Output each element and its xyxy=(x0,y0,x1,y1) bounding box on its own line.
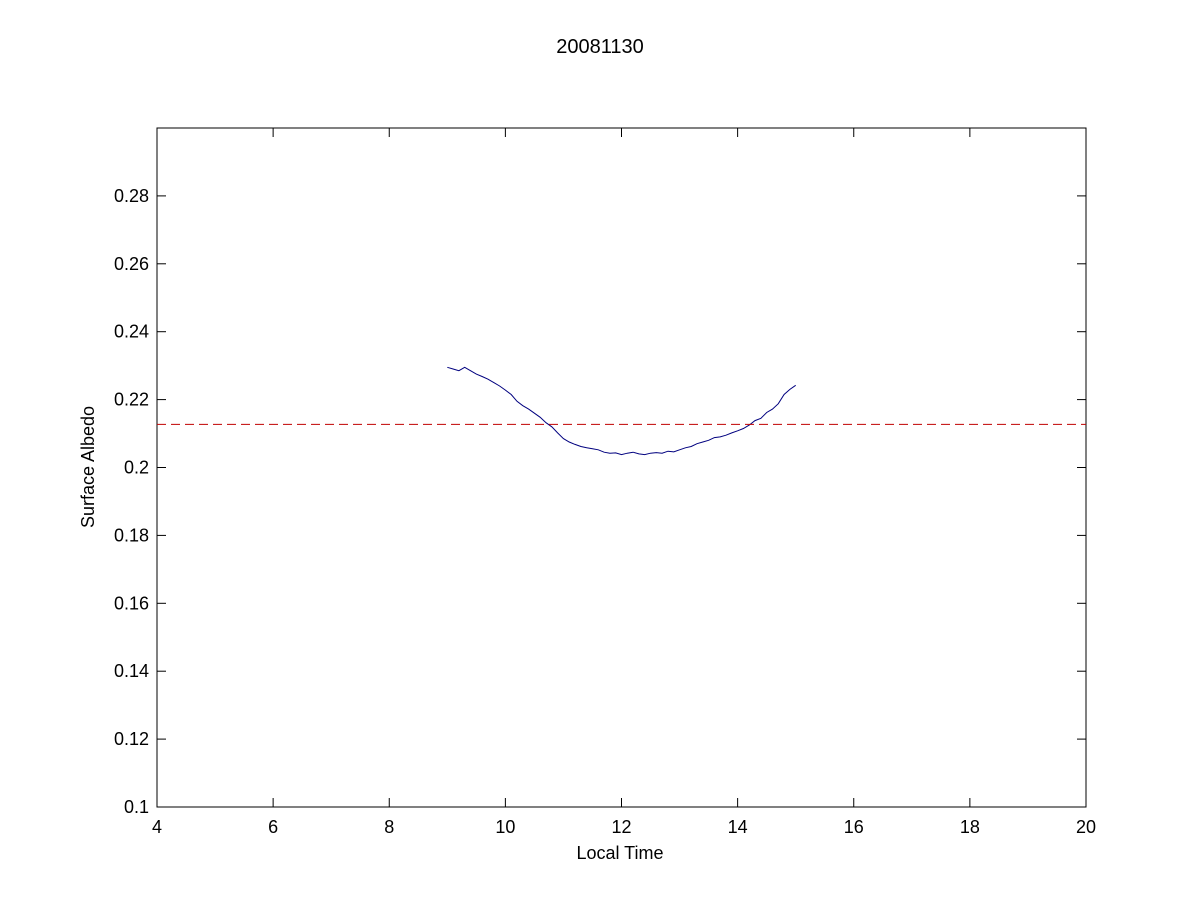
plot-area xyxy=(156,127,1087,808)
x-tick-label: 6 xyxy=(268,817,278,837)
series-group xyxy=(157,366,1086,456)
y-tick-label: 0.26 xyxy=(114,254,149,274)
x-axis-label: Local Time xyxy=(576,843,663,863)
y-tick-label: 0.28 xyxy=(114,186,149,206)
y-axis-ticks: 0.1 0.12 0.14 0.16 0.18 0.2 0.22 0.24 0.26 0.28 xyxy=(114,186,1086,817)
y-tick-label: 0.2 xyxy=(124,458,149,478)
y-tick-label: 0.14 xyxy=(114,661,149,681)
y-tick-label: 0.1 xyxy=(124,797,149,817)
x-tick-label: 18 xyxy=(960,817,980,837)
x-tick-label: 4 xyxy=(152,817,162,837)
y-axis-label: Surface Albedo xyxy=(78,406,98,528)
x-tick-label: 12 xyxy=(611,817,631,837)
y-tick-label: 0.12 xyxy=(114,729,149,749)
y-tick-label: 0.24 xyxy=(114,322,149,342)
x-tick-label: 16 xyxy=(844,817,864,837)
x-tick-label: 8 xyxy=(384,817,394,837)
x-tick-label: 10 xyxy=(495,817,515,837)
x-tick-label: 14 xyxy=(728,817,748,837)
chart-title: 20081130 xyxy=(556,36,644,58)
albedo-series-line xyxy=(447,366,796,456)
x-axis-ticks: 4 6 8 10 12 14 16 18 20 xyxy=(152,128,1096,837)
y-tick-label: 0.18 xyxy=(114,525,149,545)
y-tick-label: 0.16 xyxy=(114,593,149,613)
y-tick-label: 0.22 xyxy=(114,390,149,410)
x-tick-label: 20 xyxy=(1076,817,1096,837)
